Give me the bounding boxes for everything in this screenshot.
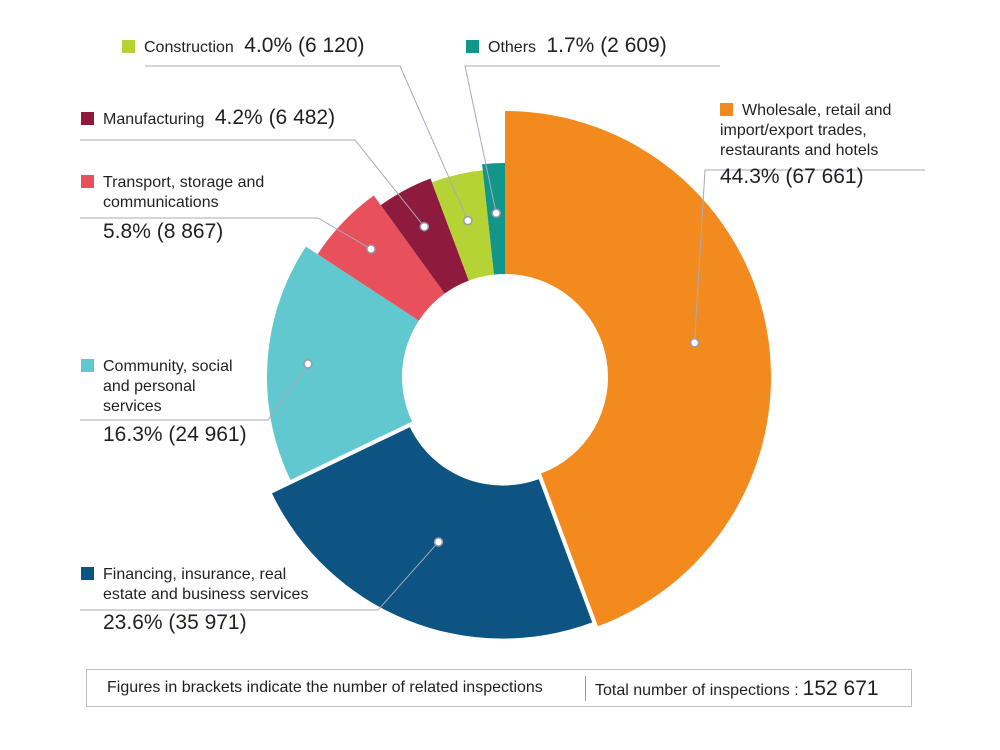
leader-dot-community — [303, 359, 313, 369]
label-text-community-line3: services — [103, 398, 162, 415]
label-text-construction: Construction — [144, 39, 234, 56]
leader-line-construction — [145, 65, 469, 221]
value-construction: 4.0% (6 120) — [244, 34, 364, 57]
percent-wholesale: 44.3% — [720, 165, 780, 188]
leader-dot-construction — [463, 215, 473, 226]
value-financing: 23.6% (35 971) — [81, 611, 308, 634]
value-wholesale: 44.3% (67 661) — [720, 165, 891, 188]
slice-community — [267, 246, 419, 480]
value-others: 1.7% (2 609) — [546, 34, 666, 57]
value-community: 16.3% (24 961) — [81, 423, 247, 446]
label-text-others: Others — [488, 39, 537, 56]
percent-others: 1.7% — [546, 34, 595, 57]
count-wholesale: (67 661) — [785, 165, 864, 188]
label-text-wholesale-line3: restaurants and hotels — [720, 142, 879, 159]
leader-line-transport — [80, 217, 372, 250]
count-others: (2 609) — [600, 34, 667, 57]
slice-others — [482, 163, 505, 275]
leader-line-wholesale — [694, 169, 925, 343]
leader-dot-financing — [433, 537, 444, 547]
leader-line-community — [80, 363, 309, 421]
leader-dot-wholesale — [689, 338, 700, 348]
slice-transport — [317, 195, 445, 321]
footer-note-box: Figures in brackets indicate the number … — [86, 669, 912, 707]
swatch-community — [81, 359, 94, 372]
slice-financing — [271, 427, 593, 639]
swatch-manufacturing — [81, 112, 94, 125]
count-community: (24 961) — [168, 423, 247, 446]
label-text-financing-line2: estate and business services — [103, 586, 309, 603]
swatch-transport — [81, 175, 94, 188]
footer-total: Total number of inspections :152 671 — [595, 677, 879, 701]
slice-wholesale — [505, 111, 771, 627]
label-others: Others 1.7% (2 609) — [466, 34, 667, 58]
footer-total-value: 152 671 — [802, 677, 879, 700]
percent-transport: 5.8% — [103, 220, 151, 243]
leader-lines-group — [80, 65, 925, 611]
leader-dot-others — [491, 208, 501, 218]
count-financing: (35 971) — [168, 611, 247, 634]
leader-line-manufacturing — [80, 139, 425, 228]
count-transport: (8 867) — [156, 220, 224, 243]
label-text-financing-line1: Financing, insurance, real — [103, 566, 287, 583]
leader-dot-manufacturing — [419, 221, 430, 232]
label-text-community-line2: and personal — [103, 378, 196, 395]
leader-line-financing — [80, 541, 439, 611]
footer-note: Figures in brackets indicate the number … — [107, 679, 543, 696]
label-community: Community, social and personal services … — [81, 357, 247, 445]
value-manufacturing: 4.2% (6 482) — [215, 106, 335, 129]
swatch-wholesale — [720, 103, 733, 116]
footer-total-label: Total number of inspections : — [595, 682, 799, 699]
count-construction: (6 120) — [298, 34, 365, 57]
leader-line-others — [464, 65, 720, 214]
swatch-others — [466, 40, 479, 53]
slice-construction — [431, 170, 494, 281]
count-manufacturing: (6 482) — [268, 106, 336, 129]
percent-financing: 23.6% — [103, 611, 163, 634]
swatch-construction — [122, 40, 135, 53]
label-transport: Transport, storage and communications 5.… — [81, 173, 264, 242]
percent-community: 16.3% — [103, 423, 163, 446]
slice-manufacturing — [380, 178, 469, 294]
percent-manufacturing: 4.2% — [214, 106, 263, 129]
label-text-transport-line2: communications — [103, 194, 219, 211]
label-text-community-line1: Community, social — [103, 358, 233, 375]
swatch-financing — [81, 567, 94, 580]
label-text-transport-line1: Transport, storage and — [103, 174, 265, 191]
label-manufacturing: Manufacturing 4.2% (6 482) — [81, 106, 335, 130]
label-text-wholesale-line1: Wholesale, retail and — [742, 102, 892, 119]
percent-construction: 4.0% — [244, 34, 293, 57]
slices-group — [267, 111, 771, 639]
label-text-manufacturing: Manufacturing — [103, 111, 205, 128]
label-financing: Financing, insurance, real estate and bu… — [81, 565, 308, 633]
label-construction: Construction 4.0% (6 120) — [122, 34, 365, 58]
label-text-wholesale-line2: import/export trades, — [720, 122, 867, 139]
leader-dot-transport — [366, 244, 376, 254]
label-wholesale: Wholesale, retail and import/export trad… — [720, 101, 891, 187]
value-transport: 5.8% (8 867) — [81, 220, 264, 243]
footer-separator — [585, 676, 586, 701]
